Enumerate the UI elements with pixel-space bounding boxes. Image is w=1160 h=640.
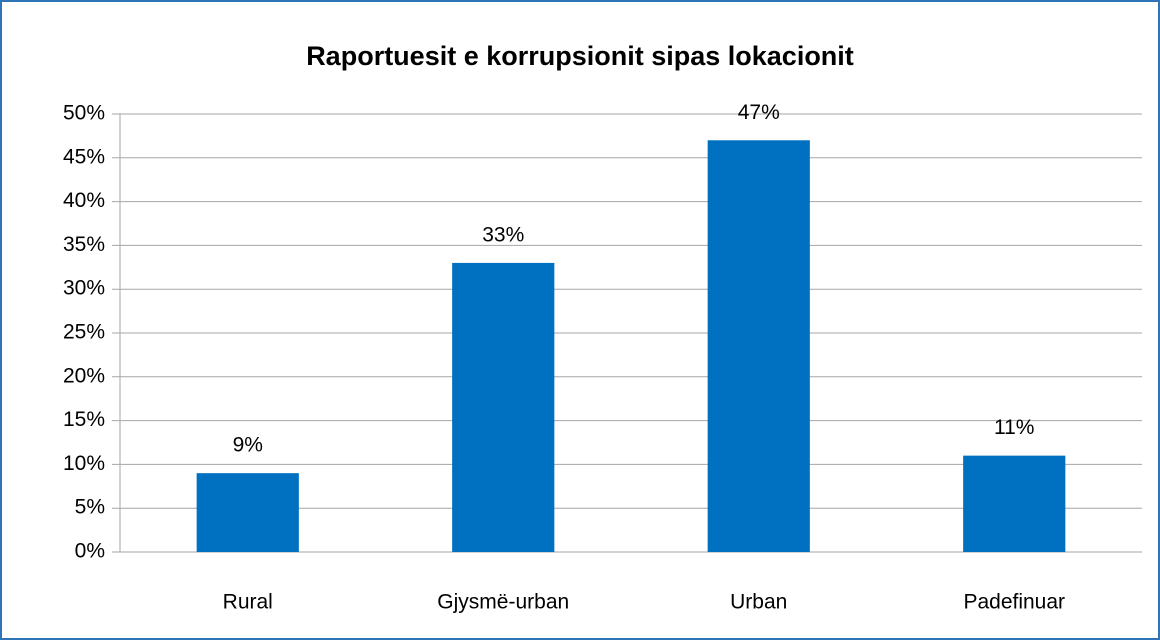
bar bbox=[196, 473, 299, 552]
bar bbox=[707, 140, 810, 552]
y-tick-label: 10% bbox=[63, 452, 105, 475]
data-label: 33% bbox=[482, 223, 524, 246]
x-tick-label: Padefinuar bbox=[963, 591, 1065, 614]
y-tick-label: 50% bbox=[63, 102, 105, 125]
data-label: 47% bbox=[738, 101, 780, 124]
x-tick-label: Gjysmë-urban bbox=[437, 591, 569, 614]
y-tick-label: 20% bbox=[63, 364, 105, 387]
x-tick-label: Rural bbox=[223, 591, 273, 614]
x-tick-label: Urban bbox=[730, 591, 787, 614]
y-tick-label: 30% bbox=[63, 277, 105, 300]
y-tick-label: 25% bbox=[63, 321, 105, 344]
y-tick-label: 45% bbox=[63, 145, 105, 168]
y-tick-label: 0% bbox=[75, 540, 105, 563]
data-label: 11% bbox=[994, 416, 1034, 439]
bar bbox=[452, 262, 555, 552]
y-tick-label: 15% bbox=[63, 408, 105, 431]
y-tick-label: 5% bbox=[75, 496, 105, 519]
data-label: 9% bbox=[233, 434, 263, 457]
chart-title: Raportuesit e korrupsionit sipas lokacio… bbox=[306, 41, 854, 71]
y-tick-label: 40% bbox=[63, 189, 105, 212]
y-tick-label: 35% bbox=[63, 233, 105, 256]
bar bbox=[963, 455, 1066, 552]
